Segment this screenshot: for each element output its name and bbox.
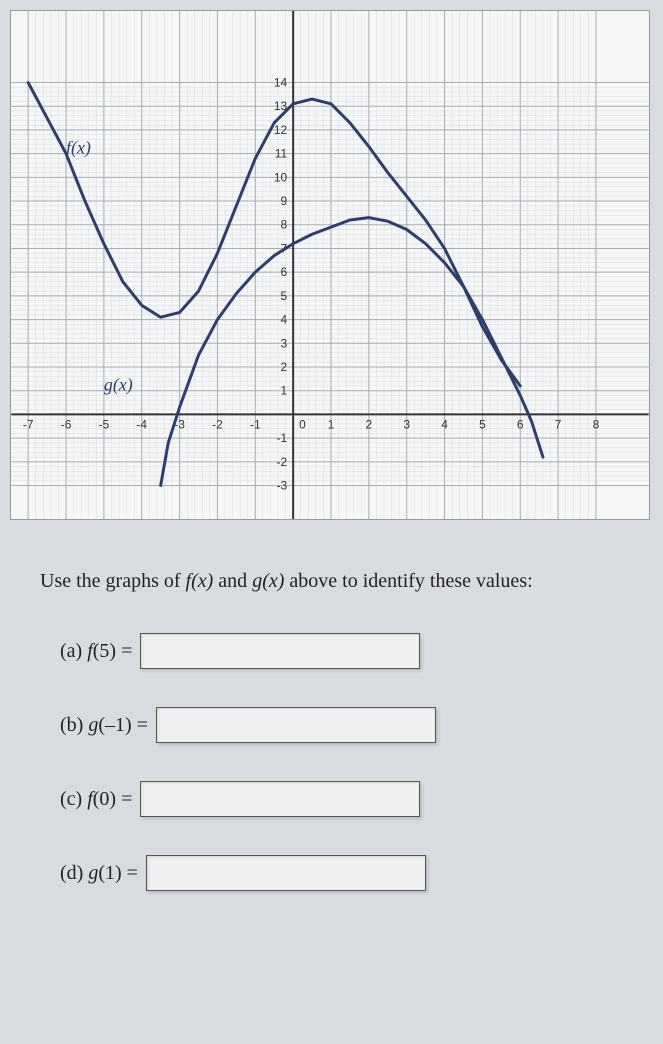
svg-text:12: 12 [274, 123, 288, 137]
svg-text:2: 2 [281, 360, 288, 374]
question-b-arg: (–1) = [98, 714, 148, 736]
prompt-mid: and [218, 570, 252, 592]
question-b-letter: (b) [60, 714, 83, 736]
prompt-before: Use the graphs of [40, 570, 186, 592]
answer-input-c[interactable] [140, 781, 420, 817]
svg-text:9: 9 [281, 194, 288, 208]
question-b-label: (b) g(–1) = [60, 714, 148, 737]
prompt-after: above to identify these values: [289, 570, 532, 592]
chart-container: -7-6-5-4-3-2-1012345678-3-2-112345678910… [10, 10, 650, 520]
svg-text:8: 8 [593, 417, 600, 431]
svg-text:-7: -7 [23, 417, 34, 431]
svg-text:11: 11 [275, 147, 288, 161]
svg-text:14: 14 [274, 76, 288, 90]
question-d-arg: (1) = [98, 862, 138, 884]
question-d-label: (d) g(1) = [60, 862, 138, 885]
svg-text:6: 6 [517, 417, 524, 431]
question-c-letter: (c) [60, 788, 82, 810]
answer-input-a[interactable] [140, 633, 420, 669]
svg-text:0: 0 [299, 417, 306, 431]
svg-text:-1: -1 [277, 431, 288, 445]
prompt-text: Use the graphs of f(x) and g(x) above to… [40, 570, 663, 593]
question-a-arg: (5) = [93, 640, 133, 662]
svg-text:3: 3 [281, 336, 288, 350]
svg-text:1: 1 [328, 417, 335, 431]
svg-text:-5: -5 [99, 417, 110, 431]
svg-text:-2: -2 [277, 455, 288, 469]
svg-text:g(x): g(x) [104, 375, 133, 396]
question-a-label: (a) f(5) = [60, 640, 132, 663]
question-d: (d) g(1) = [60, 855, 663, 891]
svg-text:7: 7 [555, 417, 562, 431]
svg-text:4: 4 [441, 417, 448, 431]
svg-text:8: 8 [281, 218, 288, 232]
chart-svg: -7-6-5-4-3-2-1012345678-3-2-112345678910… [11, 11, 649, 519]
svg-text:5: 5 [479, 417, 486, 431]
svg-text:3: 3 [403, 417, 410, 431]
question-d-letter: (d) [60, 862, 83, 884]
answer-input-b[interactable] [156, 707, 436, 743]
question-a: (a) f(5) = [60, 633, 663, 669]
svg-text:2: 2 [366, 417, 373, 431]
answer-input-d[interactable] [146, 855, 426, 891]
svg-text:-6: -6 [61, 417, 72, 431]
prompt-gx: g(x) [252, 570, 284, 592]
question-c-label: (c) f(0) = [60, 788, 132, 811]
svg-text:f(x): f(x) [66, 138, 91, 159]
question-b-fn: g [88, 714, 98, 736]
svg-text:-1: -1 [250, 417, 261, 431]
svg-text:10: 10 [274, 170, 288, 184]
question-a-letter: (a) [60, 640, 82, 662]
svg-text:-3: -3 [277, 479, 288, 493]
svg-text:5: 5 [281, 289, 288, 303]
question-d-fn: g [88, 862, 98, 884]
svg-text:1: 1 [281, 384, 288, 398]
svg-text:-2: -2 [212, 417, 223, 431]
question-c-arg: (0) = [93, 788, 133, 810]
question-b: (b) g(–1) = [60, 707, 663, 743]
svg-text:4: 4 [281, 313, 288, 327]
prompt-fx: f(x) [186, 570, 214, 592]
svg-text:-4: -4 [136, 417, 147, 431]
svg-text:6: 6 [281, 265, 288, 279]
question-c: (c) f(0) = [60, 781, 663, 817]
